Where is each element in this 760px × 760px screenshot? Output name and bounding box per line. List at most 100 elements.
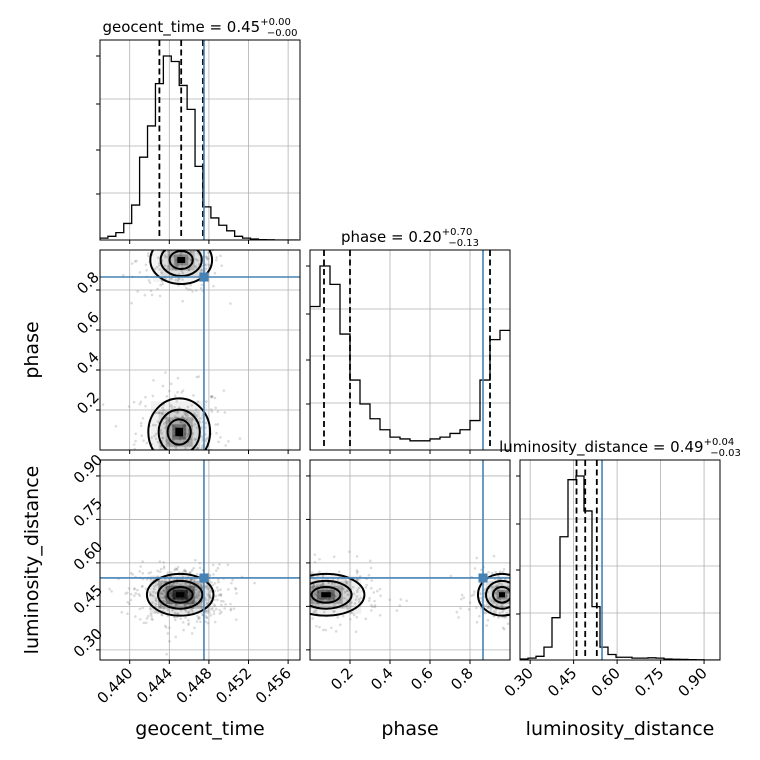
sample-point [194, 588, 198, 591]
panel-geocent_time-vs-luminosity_distance [96, 459, 301, 664]
sample-point [132, 443, 136, 446]
sample-point [214, 423, 217, 426]
sample-point [147, 254, 150, 258]
sample-point [173, 415, 177, 418]
sample-point [355, 569, 359, 572]
sample-point [154, 599, 158, 603]
sample-point [151, 601, 154, 604]
sample-point [301, 614, 304, 617]
sample-point [303, 581, 306, 584]
sample-point [176, 411, 179, 415]
panel-frame [99, 39, 301, 241]
sample-point [312, 584, 316, 588]
sample-point [501, 570, 505, 574]
sample-point [473, 590, 476, 594]
sample-point [227, 440, 230, 443]
sample-point [514, 596, 517, 599]
sample-point [210, 395, 213, 399]
title-minus: −0.00 [267, 28, 298, 39]
sample-point [175, 265, 179, 268]
sample-point [164, 597, 168, 601]
sample-point [170, 245, 173, 248]
sample-point [201, 585, 204, 588]
sample-point [190, 632, 194, 635]
sample-point [193, 479, 196, 482]
sample-point [160, 579, 164, 582]
sample-point [215, 431, 218, 435]
sample-point [193, 412, 196, 416]
sample-point [501, 626, 505, 630]
sample-point [179, 483, 182, 486]
sample-point [208, 595, 212, 598]
sample-point [333, 594, 336, 598]
sample-point [345, 580, 349, 584]
sample-point [200, 584, 203, 587]
sample-point [187, 268, 191, 272]
sample-point [194, 244, 197, 247]
sample-point [163, 264, 167, 268]
y-tick-label-luminosity_distance: 0.90 [70, 451, 106, 487]
sample-point [154, 598, 158, 602]
sample-point [170, 603, 173, 606]
sample-point [234, 587, 238, 591]
sample-point [405, 599, 409, 603]
sample-point [170, 277, 173, 281]
sample-point [197, 590, 201, 594]
sample-point [212, 609, 216, 613]
sample-point [304, 570, 307, 573]
sample-point [532, 593, 535, 596]
sample-point [336, 616, 340, 619]
sample-point [192, 599, 195, 603]
panel-frame [519, 459, 721, 661]
sample-point [199, 269, 203, 273]
sample-point [161, 406, 164, 409]
sample-point [496, 603, 499, 607]
sample-point [158, 592, 162, 596]
sample-point [211, 232, 214, 235]
sample-point [201, 246, 204, 249]
sample-point [189, 258, 193, 261]
sample-point [136, 466, 139, 469]
sample-point [186, 434, 190, 438]
sample-point [127, 405, 131, 408]
sample-point [291, 619, 294, 622]
sample-point [231, 578, 234, 582]
sample-point [162, 596, 165, 600]
sample-point [333, 604, 336, 607]
truth-marker [199, 573, 209, 583]
sample-point [193, 626, 196, 630]
sample-point [285, 596, 288, 599]
sample-point [141, 572, 145, 575]
sample-point [219, 254, 222, 258]
sample-point [177, 599, 181, 602]
sample-point [190, 424, 194, 428]
sample-point [213, 582, 217, 585]
sample-point [133, 615, 137, 618]
sample-point [118, 241, 121, 244]
contour-level-0 [310, 572, 366, 617]
sample-point [346, 589, 350, 592]
sample-point [145, 578, 149, 581]
sample-point [364, 586, 368, 589]
sample-point [149, 593, 153, 597]
sample-point [321, 574, 325, 578]
sample-point [513, 616, 516, 619]
sample-point [190, 403, 194, 407]
sample-point [196, 593, 199, 596]
sample-point [197, 375, 201, 378]
sample-point [525, 586, 528, 589]
sample-point [229, 608, 233, 612]
sample-point [196, 462, 199, 465]
sample-point [515, 619, 518, 622]
sample-point [307, 587, 310, 590]
sample-point [176, 264, 179, 268]
sample-point [163, 580, 167, 583]
sample-point [162, 600, 166, 603]
sample-point [191, 418, 195, 421]
y-tick-label-luminosity_distance: 0.30 [70, 625, 106, 661]
panel-content [108, 558, 256, 656]
sample-point [514, 601, 517, 604]
sample-point [173, 611, 177, 615]
sample-point [150, 617, 154, 621]
sample-point [145, 617, 149, 620]
